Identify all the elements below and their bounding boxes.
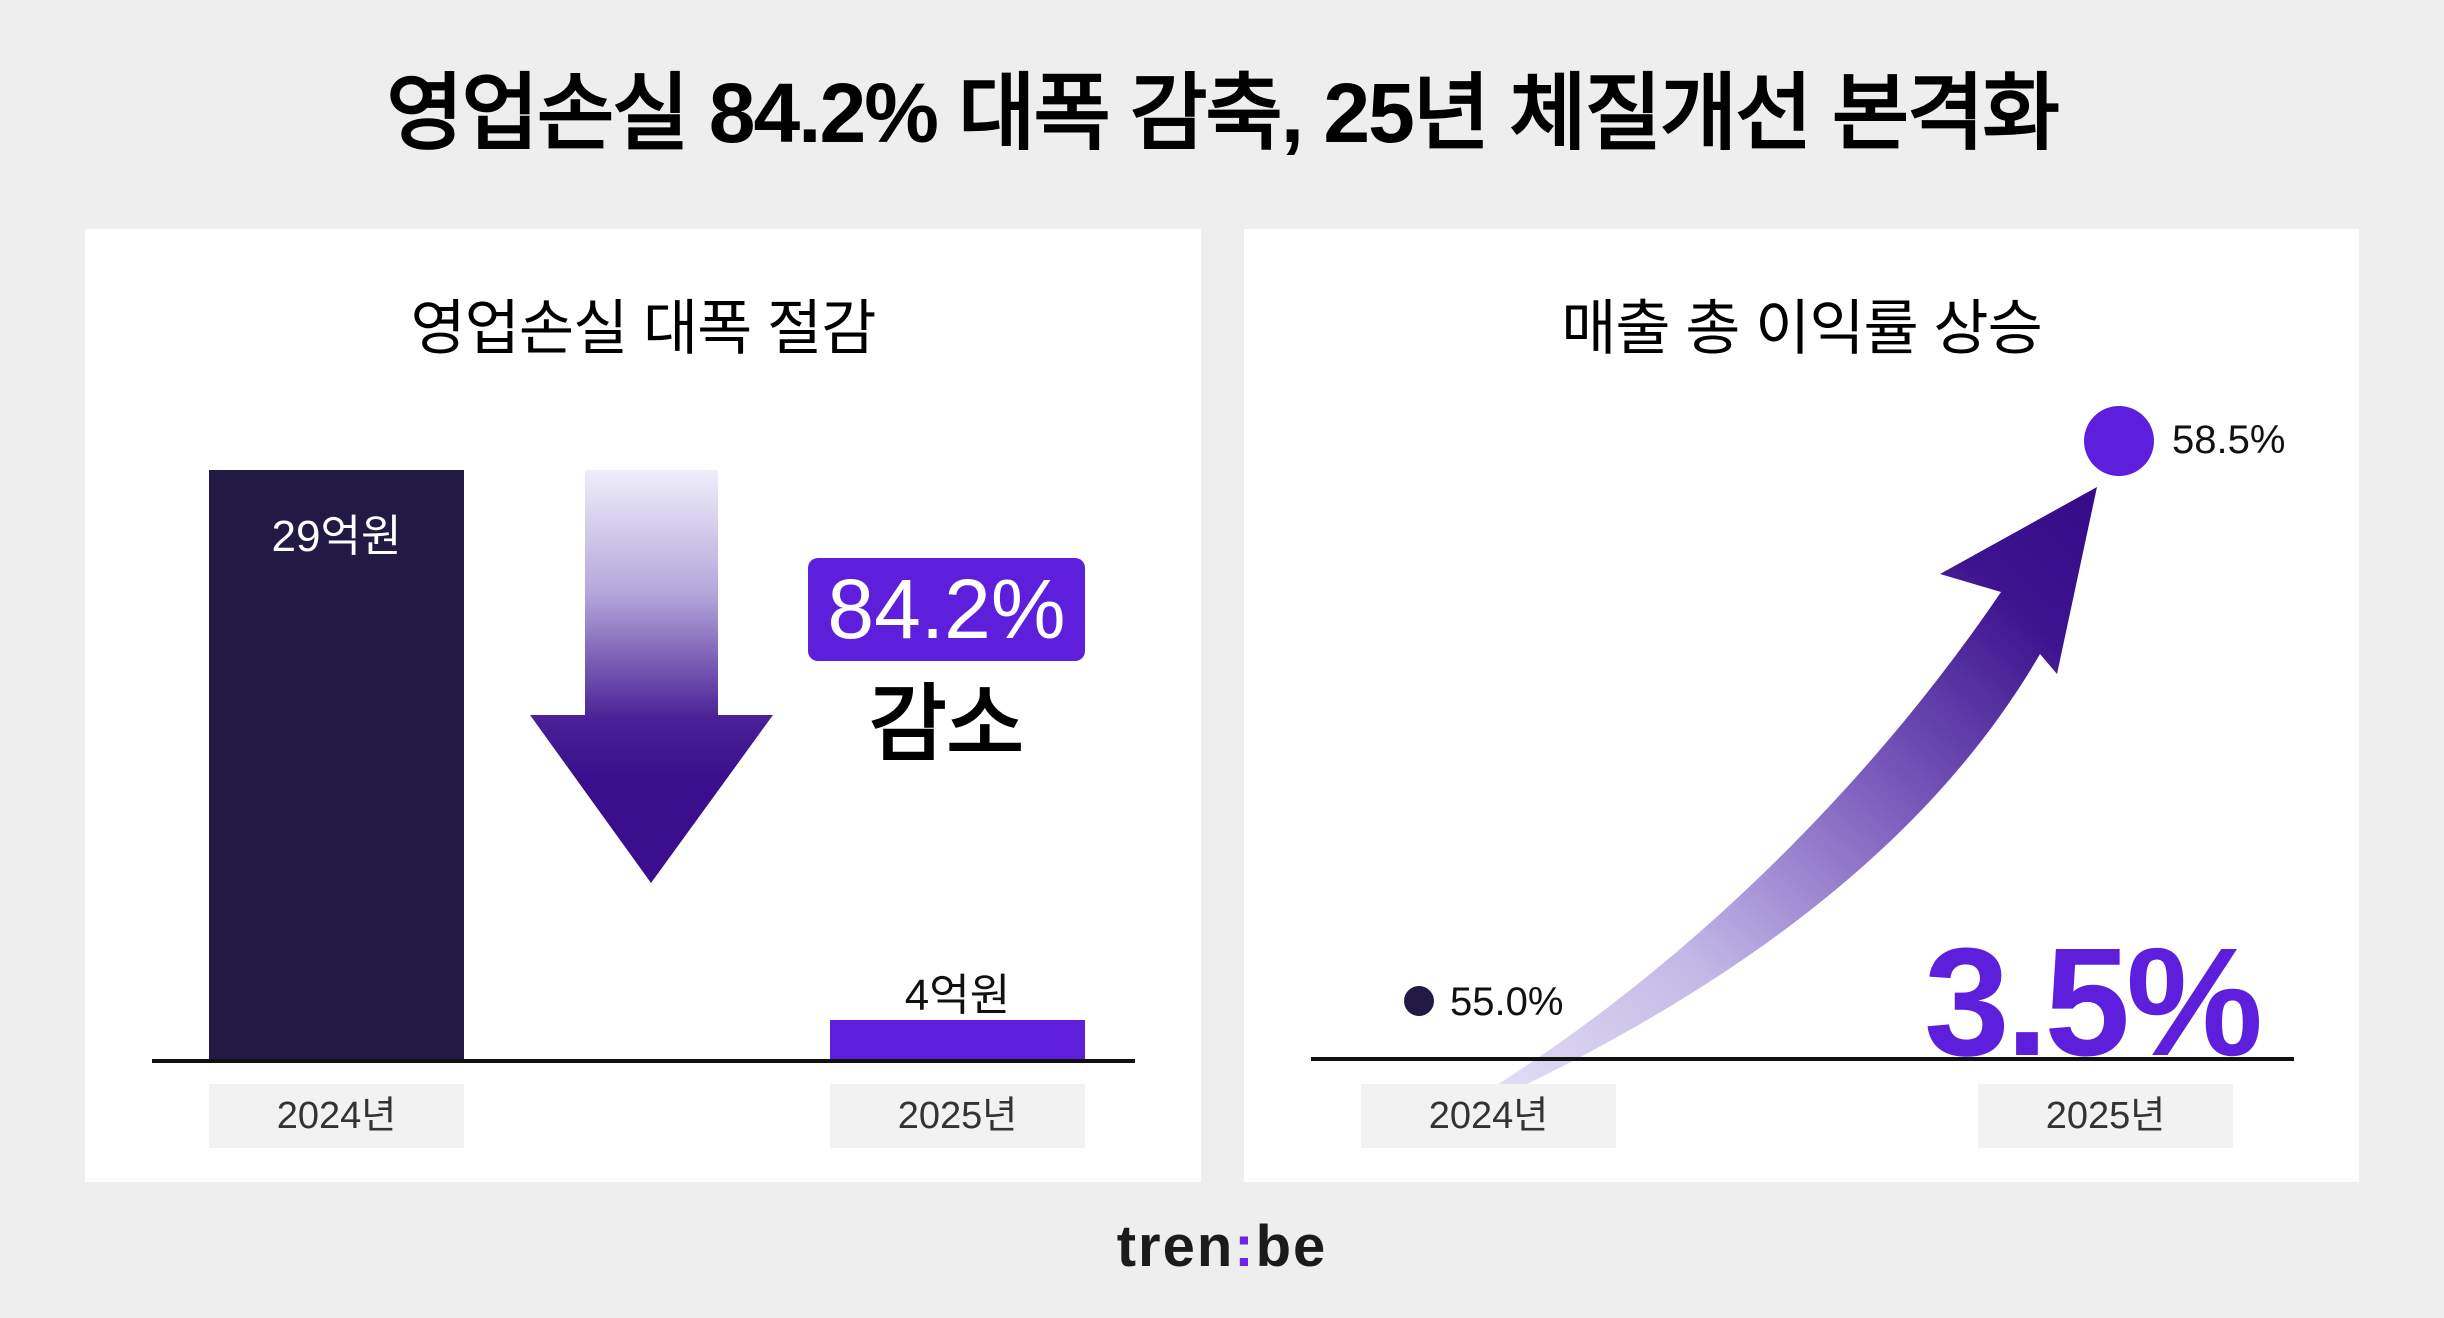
- logo-text-right: be: [1255, 1214, 1328, 1279]
- point-label-2025: 58.5%: [2172, 418, 2286, 462]
- down-arrow-icon: [530, 470, 773, 883]
- bar-2024: [209, 470, 464, 1061]
- change-value: 3.5%: [1924, 916, 2263, 1088]
- x-axis-line: [152, 1059, 1135, 1063]
- bar-2025: [830, 1020, 1085, 1061]
- point-2024: [1404, 986, 1434, 1016]
- gross-margin-panel: 매출 총 이익률 상승 58.5% 3.5% 55.0% 2024년 2025년: [1244, 229, 2359, 1182]
- point-label-2024: 55.0%: [1450, 980, 1564, 1024]
- up-curve-arrow-icon: [1395, 487, 2097, 1144]
- change-badge: 84.2%: [808, 558, 1085, 661]
- x-label-2025: 2025년: [1978, 1084, 2233, 1148]
- x-label-2024: 2024년: [209, 1084, 464, 1148]
- x-axis-line: [1311, 1057, 2294, 1061]
- x-label-2025: 2025년: [830, 1084, 1085, 1148]
- logo-colon: :: [1234, 1214, 1256, 1279]
- brand-logo: tren:be: [1000, 1212, 1444, 1282]
- bar-value-2025: 4억원: [904, 971, 1011, 1020]
- operating-loss-panel: 영업손실 대폭 절감 29억원 84.2% 감소 4억원 2024년 2025년: [85, 229, 1201, 1182]
- panel-title: 영업손실 대폭 절감: [410, 295, 877, 362]
- x-label-2024: 2024년: [1361, 1084, 1616, 1148]
- point-2025: [2084, 406, 2154, 476]
- page-title: 영업손실 84.2% 대폭 감축, 25년 체질개선 본격화: [386, 66, 2059, 160]
- bar-value-2024: 29억원: [271, 512, 402, 561]
- change-text: 감소: [869, 677, 1024, 771]
- logo-text-left: tren: [1116, 1214, 1235, 1279]
- panel-title: 매출 총 이익률 상승: [1561, 295, 2043, 362]
